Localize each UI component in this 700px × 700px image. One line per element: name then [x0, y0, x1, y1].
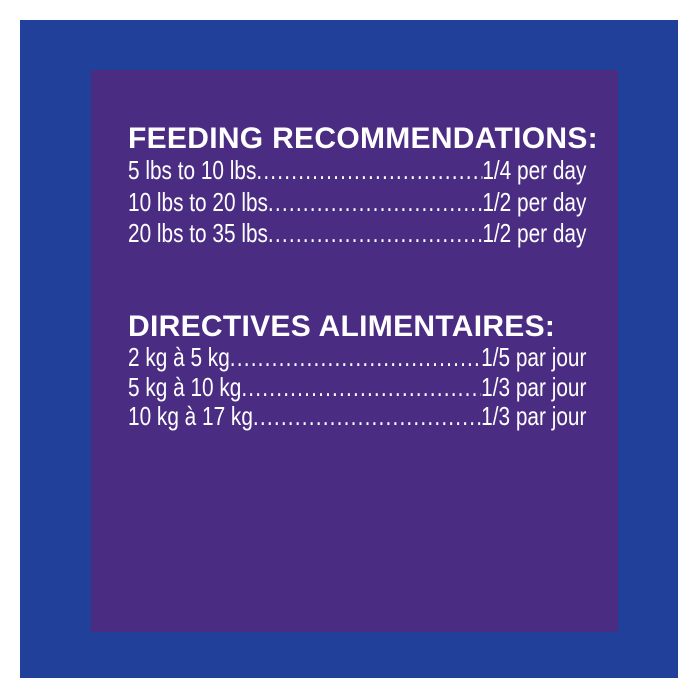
dot-leader: ........................................… [256, 155, 482, 185]
dot-leader: ........................................… [241, 372, 481, 402]
feeding-amount: 1/3 par jour [481, 371, 587, 402]
feeding-row: 5 lbs to 10 lbs ........................… [128, 155, 586, 187]
feeding-section-french: DIRECTIVES ALIMENTAIRES: 2 kg à 5 kg ...… [128, 310, 700, 432]
feeding-row: 2 kg à 5 kg ............................… [128, 342, 587, 373]
weight-range: 2 kg à 5 kg [128, 342, 230, 372]
weight-range: 20 lbs to 35 lbs [128, 218, 268, 248]
feeding-amount: 1/5 par jour [481, 342, 587, 372]
section-heading-french: DIRECTIVES ALIMENTAIRES: [128, 310, 556, 343]
section-heading-english: FEEDING RECOMMENDATIONS: [128, 122, 598, 155]
weight-range: 10 lbs to 20 lbs [128, 186, 268, 217]
blue-frame: FEEDING RECOMMENDATIONS: 5 lbs to 10 lbs… [20, 20, 678, 678]
feeding-rows-english: 5 lbs to 10 lbs ........................… [128, 155, 586, 250]
feeding-row: 5 kg à 10 kg ...........................… [128, 371, 587, 403]
feeding-rows-french: 2 kg à 5 kg ............................… [128, 342, 587, 432]
dot-leader: ........................................… [267, 218, 483, 248]
dot-leader: ........................................… [267, 186, 483, 217]
purple-panel: FEEDING RECOMMENDATIONS: 5 lbs to 10 lbs… [91, 70, 618, 632]
weight-range: 5 lbs to 10 lbs [128, 155, 257, 185]
feeding-section-english: FEEDING RECOMMENDATIONS: 5 lbs to 10 lbs… [128, 122, 700, 250]
dot-leader: ........................................… [252, 402, 481, 431]
feeding-row: 20 lbs to 35 lbs .......................… [128, 218, 586, 250]
weight-range: 5 kg à 10 kg [128, 371, 242, 402]
feeding-amount: 1/2 per day [482, 186, 587, 217]
feeding-amount: 1/3 par jour [481, 401, 587, 431]
feeding-row: 10 lbs to 20 lbs .......................… [128, 187, 586, 219]
feeding-amount: 1/2 per day [482, 218, 587, 248]
feeding-row: 10 kg à 17 kg ..........................… [128, 401, 587, 432]
feeding-amount: 1/4 per day [482, 155, 587, 185]
weight-range: 10 kg à 17 kg [128, 401, 253, 431]
dot-leader: ........................................… [229, 343, 482, 372]
